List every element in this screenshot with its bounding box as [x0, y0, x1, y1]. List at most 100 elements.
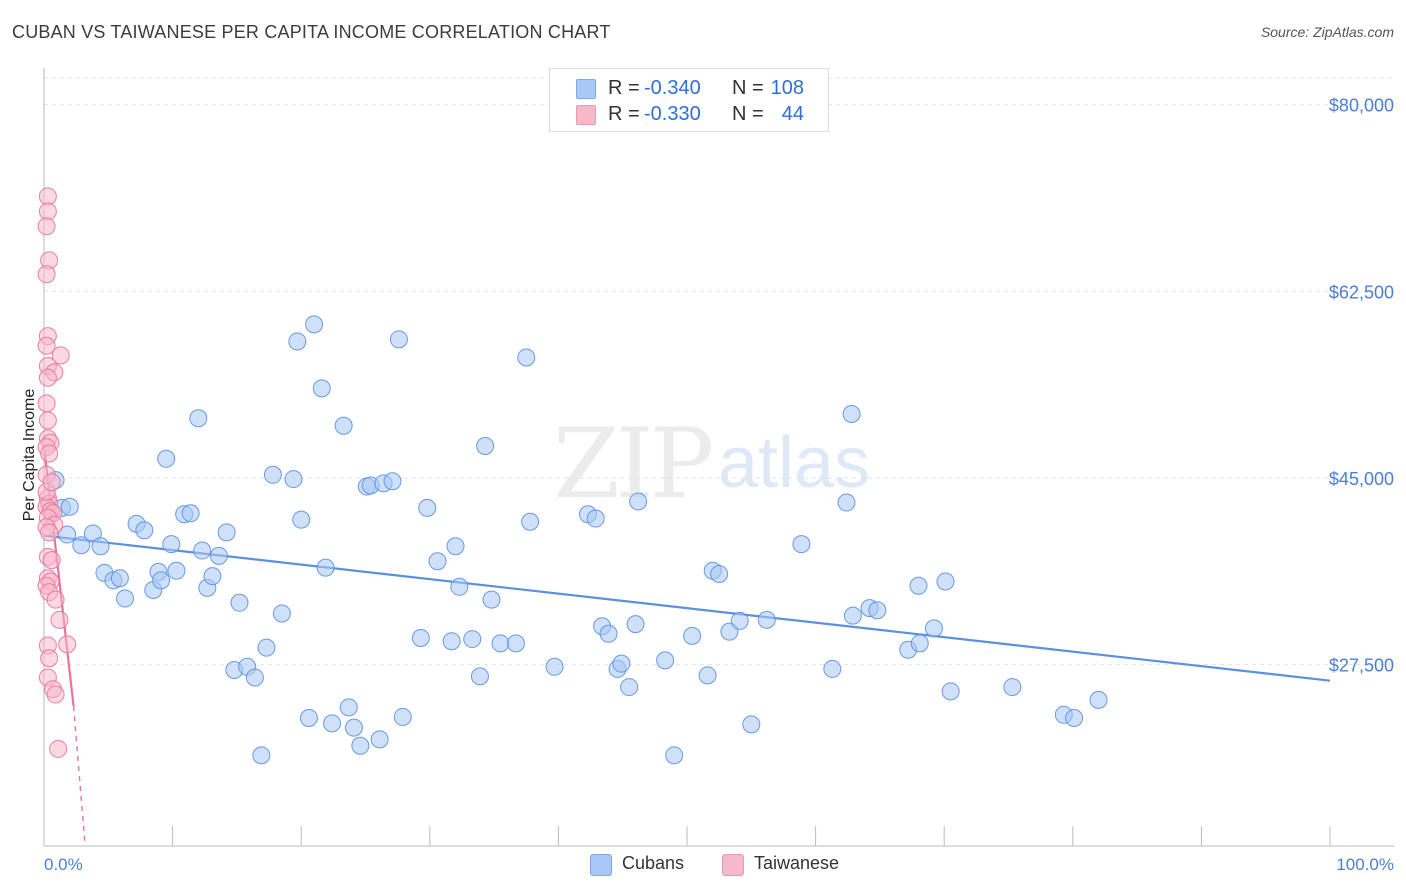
point-cubans: [730, 611, 749, 630]
point-cubans: [157, 449, 176, 468]
point-cubans: [316, 558, 335, 577]
point-cubans: [792, 535, 811, 554]
point-cubans: [418, 498, 437, 517]
source-credit: Source: ZipAtlas.com: [1260, 24, 1394, 40]
point-cubans: [837, 493, 856, 512]
point-taiwanese: [37, 336, 56, 355]
point-cubans: [162, 535, 181, 554]
point-cubans: [217, 523, 236, 542]
legend-n-label: N =: [732, 77, 764, 99]
trend-lines: [42, 445, 1331, 847]
point-cubans: [710, 565, 729, 583]
point-cubans: [245, 668, 264, 687]
point-cubans: [545, 657, 564, 676]
point-cubans: [72, 536, 91, 555]
point-cubans: [189, 409, 208, 428]
data-points: [37, 187, 1108, 765]
point-cubans: [334, 416, 353, 435]
point-cubans: [491, 634, 510, 653]
point-cubans: [936, 572, 955, 591]
point-taiwanese: [58, 635, 77, 654]
correlation-legend: R = -0.340 N = 108 R = -0.330 N = 44: [549, 68, 829, 132]
point-cubans: [370, 730, 389, 749]
point-cubans: [626, 615, 645, 634]
point-taiwanese: [37, 394, 56, 413]
point-cubans: [843, 606, 862, 625]
legend-row-taiwanese: R = -0.330 N = 44: [550, 101, 828, 127]
point-cubans: [446, 537, 465, 556]
point-cubans: [110, 569, 129, 588]
point-cubans: [612, 654, 631, 673]
point-cubans: [292, 510, 311, 529]
legend-n-value: 44: [781, 103, 804, 125]
point-cubans: [263, 465, 282, 484]
point-cubans: [629, 492, 648, 511]
axes: [43, 68, 1394, 847]
legend-swatch-cubans: [576, 79, 596, 99]
point-cubans: [698, 666, 717, 685]
point-taiwanese: [37, 265, 56, 284]
point-cubans: [656, 651, 675, 670]
point-cubans: [620, 678, 639, 697]
point-cubans: [167, 561, 186, 580]
point-cubans: [60, 497, 79, 516]
point-cubans: [742, 715, 761, 734]
point-taiwanese: [50, 610, 69, 629]
point-cubans: [757, 610, 776, 629]
point-cubans: [209, 546, 228, 565]
point-cubans: [1003, 678, 1022, 697]
point-cubans: [941, 682, 960, 701]
point-taiwanese: [40, 444, 59, 463]
point-cubans: [506, 634, 525, 653]
point-cubans: [482, 590, 501, 609]
point-cubans: [152, 571, 171, 590]
point-cubans: [135, 521, 154, 540]
point-cubans: [476, 437, 495, 455]
point-cubans: [305, 315, 324, 334]
point-cubans: [1065, 709, 1084, 727]
bottom-legend-swatch-cubans: [590, 854, 612, 876]
chart-title: CUBAN VS TAIWANESE PER CAPITA INCOME COR…: [12, 22, 611, 42]
point-taiwanese: [42, 473, 61, 492]
point-cubans: [299, 709, 318, 727]
point-cubans: [323, 714, 342, 733]
point-taiwanese: [49, 739, 68, 758]
point-taiwanese: [38, 368, 57, 387]
trend-line-cubans: [43, 534, 1331, 682]
point-cubans: [393, 707, 412, 726]
point-cubans: [284, 470, 303, 489]
point-cubans: [909, 576, 928, 595]
point-cubans: [288, 332, 307, 351]
watermark-atlas: atlas: [718, 423, 871, 503]
point-cubans: [257, 638, 276, 657]
legend-n-value: 108: [770, 77, 804, 99]
point-cubans: [683, 626, 702, 645]
point-taiwanese: [37, 217, 56, 236]
x-tick-label-end: 100.0%: [1336, 855, 1394, 874]
point-cubans: [230, 593, 249, 612]
point-taiwanese: [38, 202, 57, 221]
point-cubans: [428, 552, 447, 571]
point-cubans: [924, 619, 943, 638]
legend-r-value: -0.330: [644, 103, 701, 125]
legend-swatch-taiwanese: [576, 105, 596, 125]
point-cubans: [450, 577, 469, 596]
axis-labels: $80,000 $62,500 $45,000 $27,500 0.0% 100.0% Pe…: [21, 96, 1394, 874]
point-cubans: [58, 525, 77, 544]
point-cubans: [599, 624, 618, 643]
point-cubans: [116, 589, 135, 608]
point-cubans: [411, 629, 430, 647]
point-taiwanese: [40, 649, 59, 668]
x-tick-label-start: 0.0%: [44, 855, 83, 874]
y-tick-label: $27,500: [1329, 656, 1394, 676]
point-cubans: [442, 632, 461, 651]
point-cubans: [868, 601, 887, 620]
point-cubans: [351, 736, 370, 755]
point-cubans: [586, 509, 605, 528]
legend-n-label: N =: [732, 103, 764, 125]
point-cubans: [470, 667, 489, 686]
trend-extension-taiwanese: [72, 706, 86, 847]
point-cubans: [517, 348, 536, 367]
point-cubans: [272, 604, 291, 623]
